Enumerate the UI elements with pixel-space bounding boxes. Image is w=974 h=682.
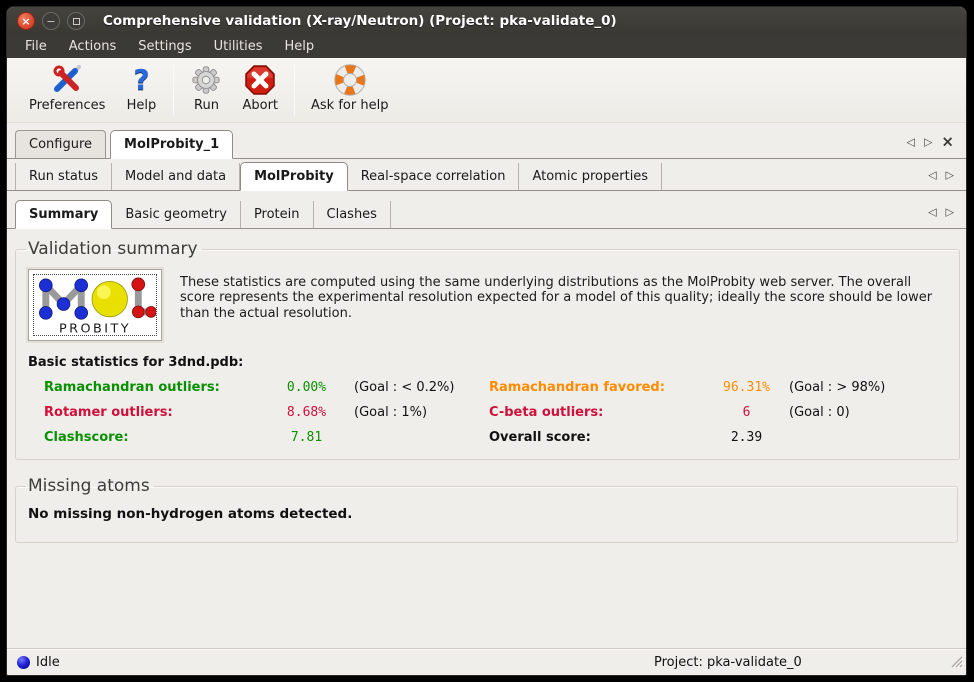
menu-utilities[interactable]: Utilities xyxy=(213,39,263,54)
validation-summary-groupbox: Validation summary xyxy=(15,239,960,460)
missing-atoms-message: No missing non-hydrogen atoms detected. xyxy=(28,506,353,522)
tab-configure[interactable]: Configure xyxy=(15,130,107,158)
stat-label-ramachandran-outliers: Ramachandran outliers: xyxy=(44,380,220,395)
tabs2-next-arrow-icon[interactable]: ▷ xyxy=(945,168,954,182)
status-idle-orb-icon xyxy=(17,655,30,669)
stat-value-ramachandran-outliers: 0.00% xyxy=(286,380,327,395)
help-label: Help xyxy=(126,98,157,113)
molprobity-notebook-tabs: Summary Basic geometry Protein Clashes ◁… xyxy=(7,196,966,229)
stats-grid: Ramachandran outliers: 0.00% (Goal : < 0… xyxy=(44,380,949,445)
stat-value-overall-score: 2.39 xyxy=(730,430,763,445)
abort-button[interactable]: Abort xyxy=(232,62,288,115)
tabs3-prev-arrow-icon[interactable]: ◁ xyxy=(928,205,937,219)
ask-for-help-button[interactable]: Ask for help xyxy=(301,62,398,115)
stat-value-cbeta-outliers: 6 xyxy=(742,405,751,420)
help-question-icon: ? xyxy=(133,63,150,96)
molprobity-logo: PROBITY xyxy=(28,269,162,341)
stat-goal-ramachandran-favored: (Goal : > 98%) xyxy=(789,380,886,395)
tab-real-space-correlation[interactable]: Real-space correlation xyxy=(348,163,520,190)
toolbar: Preferences ? Help xyxy=(7,58,966,123)
abort-label: Abort xyxy=(242,98,279,113)
window-title: Comprehensive validation (X-ray/Neutron)… xyxy=(103,13,617,29)
statusbar: Idle Project: pka-validate_0 xyxy=(7,648,966,675)
preferences-tools-icon xyxy=(51,64,83,96)
logo-probity-text: PROBITY xyxy=(59,322,131,336)
stat-goal-ramachandran-outliers: (Goal : < 0.2%) xyxy=(354,380,455,395)
stat-label-rotamer-outliers: Rotamer outliers: xyxy=(44,405,173,420)
stat-value-rotamer-outliers: 8.68% xyxy=(286,405,327,420)
tab-molprobity[interactable]: MolProbity xyxy=(240,162,348,191)
lifebuoy-icon xyxy=(334,64,366,96)
menu-file[interactable]: File xyxy=(25,39,47,54)
missing-atoms-groupbox: Missing atoms No missing non-hydrogen at… xyxy=(15,476,958,543)
menu-help[interactable]: Help xyxy=(284,39,315,54)
validation-summary-description: These statistics are computed using the … xyxy=(180,275,933,321)
stat-label-ramachandran-favored: Ramachandran favored: xyxy=(489,380,665,395)
ask-for-help-label: Ask for help xyxy=(311,98,389,113)
tabs1-prev-arrow-icon[interactable]: ◁ xyxy=(906,135,915,148)
toolbar-separator xyxy=(294,64,296,116)
validation-summary-title: Validation summary xyxy=(28,239,198,259)
toolbar-separator xyxy=(173,64,175,116)
stats-heading: Basic statistics for 3dnd.pdb: xyxy=(28,355,244,370)
menubar: File Actions Settings Utilities Help xyxy=(7,35,966,58)
run-button[interactable]: Run xyxy=(180,62,232,115)
window-close-button[interactable]: × xyxy=(17,12,35,30)
abort-stop-icon xyxy=(244,64,276,96)
tabs2-prev-arrow-icon[interactable]: ◁ xyxy=(928,168,937,182)
stat-goal-cbeta-outliers: (Goal : 0) xyxy=(789,405,850,420)
main-notebook-tabs: Configure MolProbity_1 ◁ ▷ × xyxy=(7,125,966,159)
tab-run-status[interactable]: Run status xyxy=(15,163,113,190)
summary-page: Validation summary xyxy=(7,229,966,648)
menu-actions[interactable]: Actions xyxy=(68,39,117,54)
tab-atomic-properties[interactable]: Atomic properties xyxy=(519,163,663,190)
tab-molprobity-1[interactable]: MolProbity_1 xyxy=(110,130,234,159)
stat-value-clashscore: 7.81 xyxy=(290,430,323,445)
resize-grip[interactable] xyxy=(949,653,964,672)
stat-goal-rotamer-outliers: (Goal : 1%) xyxy=(354,405,428,420)
tab-clashes[interactable]: Clashes xyxy=(314,201,391,228)
tab-model-and-data[interactable]: Model and data xyxy=(112,163,241,190)
preferences-button[interactable]: Preferences xyxy=(19,62,115,115)
tab-protein[interactable]: Protein xyxy=(241,201,314,228)
tab-summary[interactable]: Summary xyxy=(15,200,113,229)
help-button[interactable]: ? Help xyxy=(115,62,167,115)
stat-label-overall-score: Overall score: xyxy=(489,430,591,445)
tabs3-next-arrow-icon[interactable]: ▷ xyxy=(945,205,954,219)
run-gear-icon xyxy=(190,64,222,96)
stat-label-clashscore: Clashscore: xyxy=(44,430,129,445)
window-minimize-button[interactable]: − xyxy=(42,12,60,30)
stat-value-ramachandran-favored: 96.31% xyxy=(723,380,770,395)
menu-settings[interactable]: Settings xyxy=(138,39,192,54)
missing-atoms-title: Missing atoms xyxy=(28,476,150,496)
titlebar: × − Comprehensive validation (X-ray/Neut… xyxy=(7,7,966,35)
window-maximize-button[interactable] xyxy=(67,12,85,30)
status-text: Idle xyxy=(36,654,60,670)
preferences-label: Preferences xyxy=(29,98,106,113)
run-label: Run xyxy=(194,98,219,113)
result-notebook-tabs: Run status Model and data MolProbity Rea… xyxy=(7,160,966,191)
statusbar-project-label: Project: pka-validate_0 xyxy=(654,654,802,670)
maximize-icon xyxy=(72,17,80,25)
stat-label-cbeta-outliers: C-beta outliers: xyxy=(489,405,604,420)
tabs1-next-arrow-icon[interactable]: ▷ xyxy=(923,135,933,148)
app-window: × − Comprehensive validation (X-ray/Neut… xyxy=(6,6,967,676)
tab-basic-geometry[interactable]: Basic geometry xyxy=(112,201,241,228)
tabs1-close-icon[interactable]: × xyxy=(941,132,954,150)
